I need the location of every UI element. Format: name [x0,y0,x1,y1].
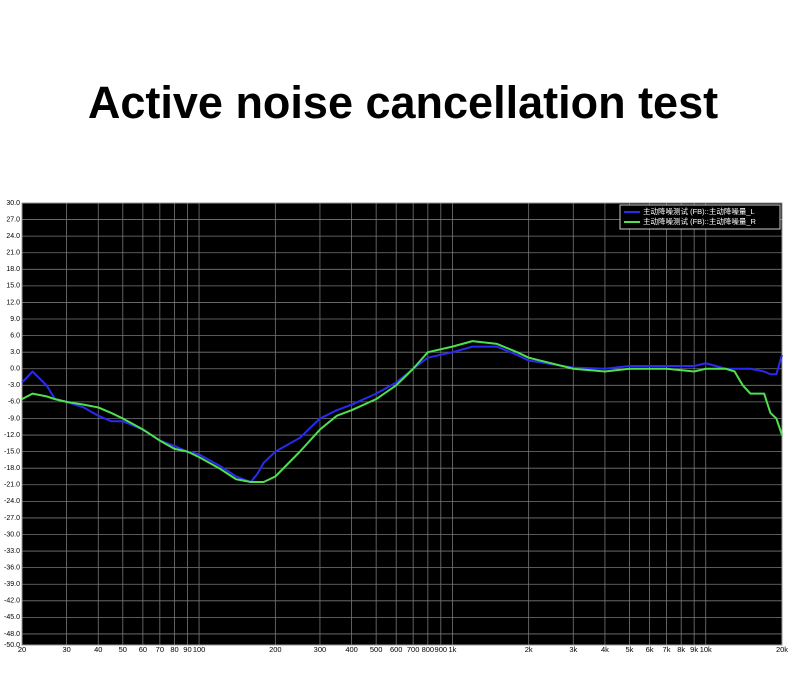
x-tick-label: 100 [193,645,206,654]
y-tick-label: -36.0 [4,564,20,571]
y-tick-label: -50.0 [4,642,20,649]
y-tick-label: 9.0 [10,316,20,323]
legend-label: 主动降噪测试 (FB)::主动降噪量_L [643,206,755,216]
y-tick-label: -3.0 [8,382,20,389]
x-tick-label: 4k [601,645,609,654]
y-tick-label: 0.0 [10,366,20,373]
y-tick-label: -9.0 [8,415,20,422]
y-tick-label: -12.0 [4,432,20,439]
x-tick-label: 700 [407,645,420,654]
x-tick-label: 8k [677,645,685,654]
y-tick-label: 27.0 [6,216,20,223]
y-tick-label: -39.0 [4,581,20,588]
y-tick-label: -30.0 [4,531,20,538]
y-tick-label: -33.0 [4,548,20,555]
x-tick-label: 600 [390,645,403,654]
y-tick-label: 15.0 [6,283,20,290]
x-tick-label: 90 [183,645,191,654]
x-tick-label: 80 [170,645,178,654]
x-tick-label: 2k [525,645,533,654]
x-tick-label: 500 [370,645,383,654]
x-tick-label: 9k [690,645,698,654]
x-tick-label: 400 [345,645,358,654]
x-tick-label: 20k [776,645,788,654]
y-tick-label: -45.0 [4,614,20,621]
legend-label: 主动降噪测试 (FB)::主动降噪量_R [643,216,757,226]
plot-border [21,202,783,646]
y-tick-label: 24.0 [6,233,20,240]
x-tick-label: 20 [18,645,26,654]
x-tick-label: 10k [700,645,712,654]
x-tick-label: 40 [94,645,102,654]
series-line [21,340,783,484]
y-tick-label: 21.0 [6,250,20,257]
y-tick-label: -24.0 [4,498,20,505]
y-tick-label: -6.0 [8,399,20,406]
x-tick-label: 200 [269,645,282,654]
y-tick-label: -42.0 [4,598,20,605]
y-tick-label: 18.0 [6,266,20,273]
y-tick-label: -27.0 [4,515,20,522]
x-tick-label: 7k [663,645,671,654]
chart-title: Active noise cancellation test [88,77,718,128]
x-tick-label: 3k [569,645,577,654]
series-line [21,345,783,484]
x-tick-label: 1k [448,645,456,654]
x-tick-label: 900 [435,645,448,654]
y-tick-label: 30.0 [6,200,20,207]
x-tick-label: 30 [62,645,70,654]
x-tick-label: 5k [626,645,634,654]
legend-box [619,204,781,230]
y-tick-label: -18.0 [4,465,20,472]
x-tick-label: 50 [119,645,127,654]
x-tick-label: 300 [314,645,327,654]
y-tick-label: -15.0 [4,448,20,455]
x-tick-label: 70 [156,645,164,654]
y-tick-label: 3.0 [10,349,20,356]
x-tick-label: 60 [139,645,147,654]
y-tick-label: 12.0 [6,299,20,306]
y-tick-label: 6.0 [10,332,20,339]
y-tick-label: -48.0 [4,631,20,638]
x-tick-label: 6k [646,645,654,654]
x-tick-label: 800 [422,645,435,654]
plot-area [22,203,782,645]
y-tick-label: -21.0 [4,482,20,489]
